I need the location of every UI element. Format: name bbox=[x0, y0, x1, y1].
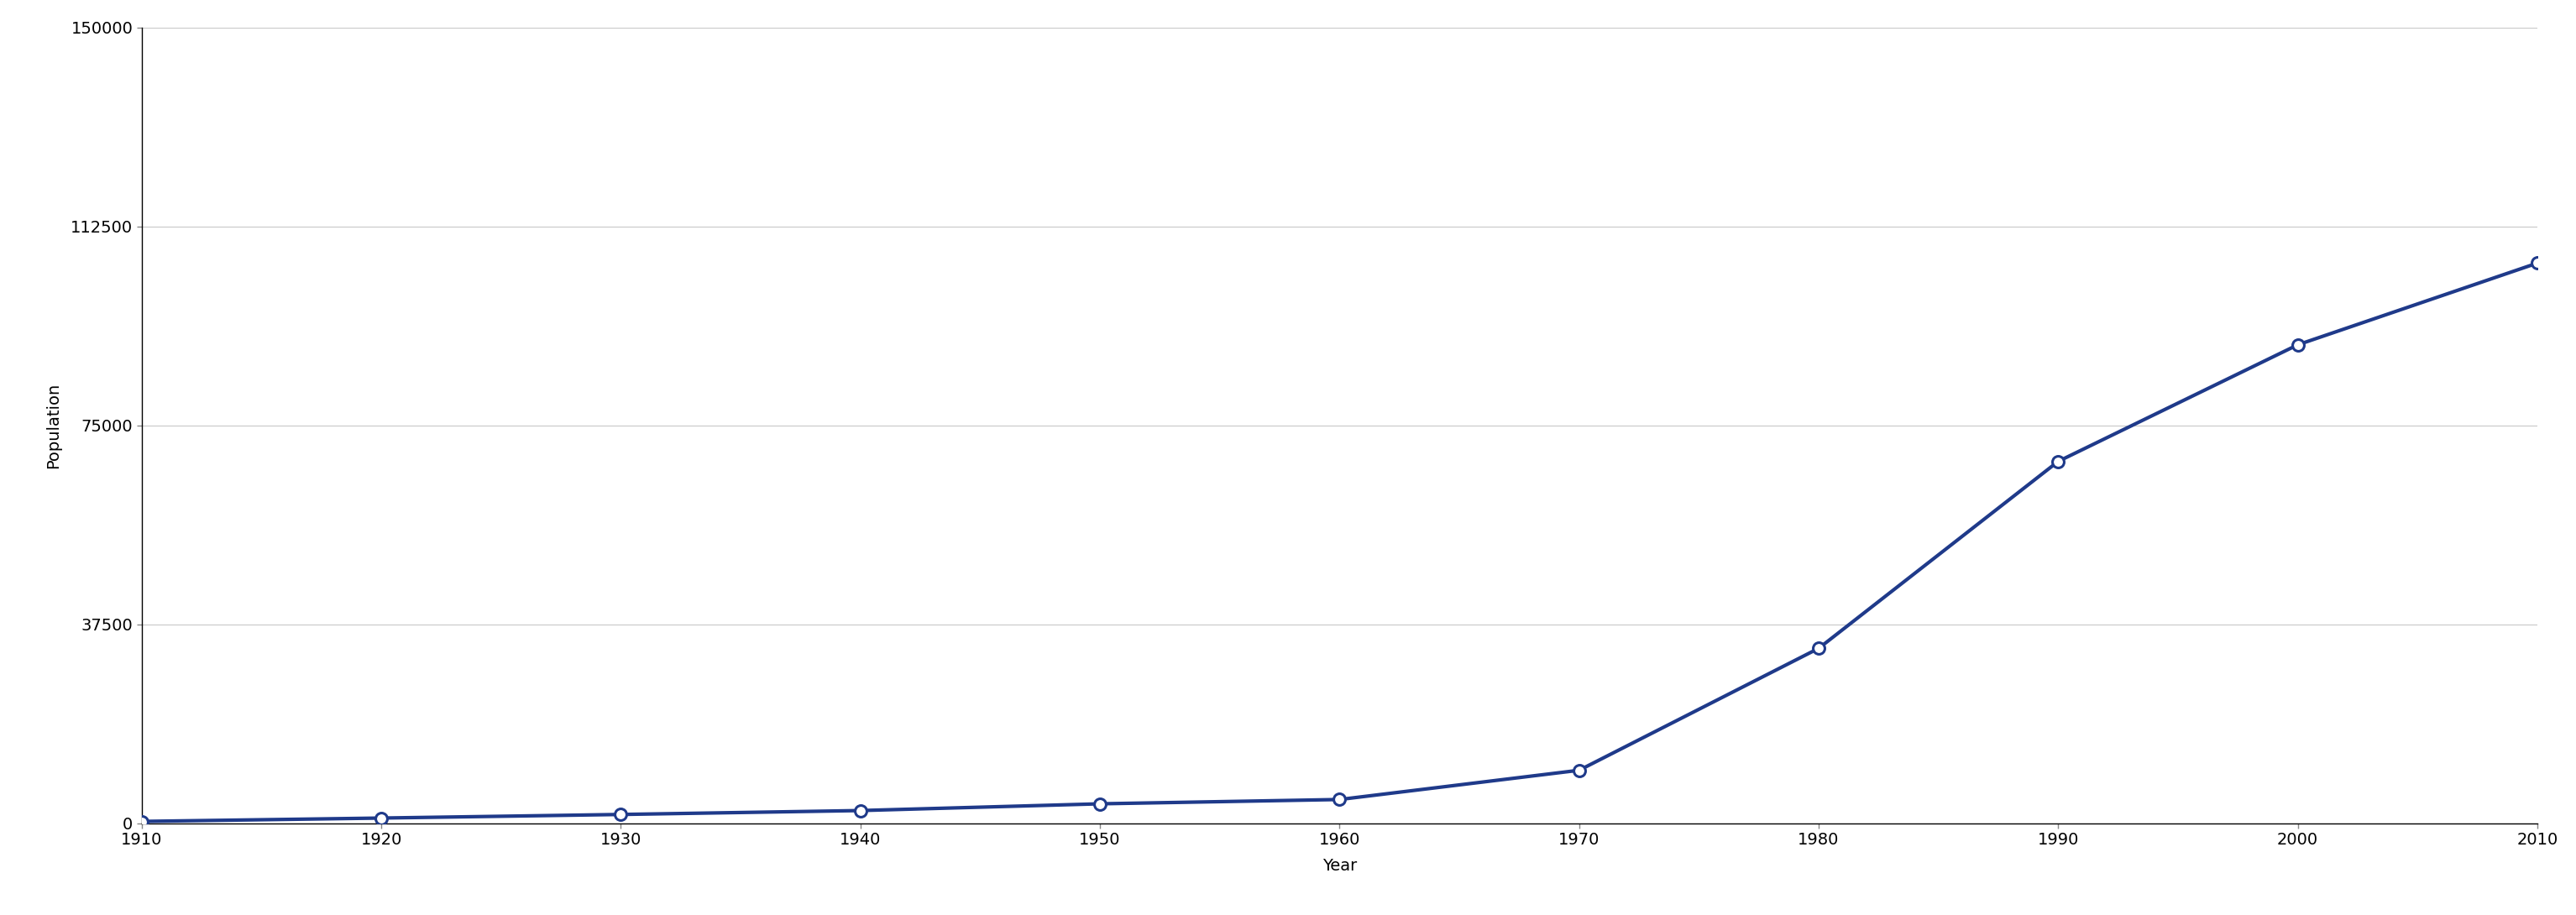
Y-axis label: Population: Population bbox=[46, 382, 62, 468]
X-axis label: Year: Year bbox=[1321, 857, 1358, 874]
